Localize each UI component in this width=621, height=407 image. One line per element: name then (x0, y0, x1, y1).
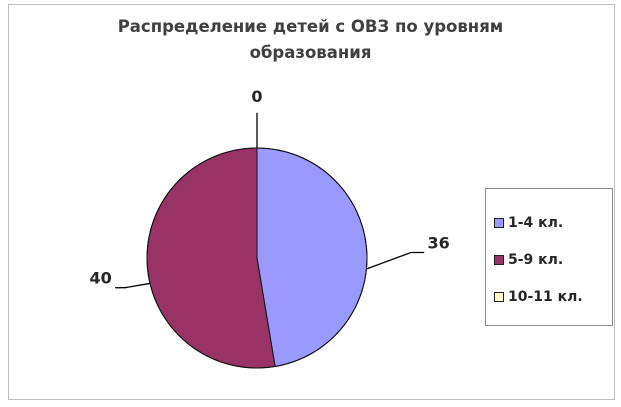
chart-legend: 1-4 кл. 5-9 кл. 10-11 кл. (485, 188, 613, 326)
leader-line-1-4 (366, 251, 425, 270)
slice-5-9 (146, 147, 276, 369)
legend-item-10-11: 10-11 кл. (494, 287, 583, 307)
legend-label-5-9: 5-9 кл. (508, 252, 564, 268)
chart-title-line-1: Распределение детей с ОВЗ по уровням (117, 17, 504, 36)
chart-title-line-2: образования (249, 43, 372, 62)
slice-1-4 (256, 147, 368, 368)
data-label-5-9: 40 (90, 269, 112, 288)
legend-label-1-4: 1-4 кл. (508, 215, 564, 231)
legend-item-1-4: 1-4 кл. (494, 213, 563, 233)
legend-item-5-9: 5-9 кл. (494, 250, 563, 270)
data-label-1-4: 36 (428, 234, 450, 253)
legend-swatch-1-4 (494, 218, 504, 228)
data-label-10-11: 0 (251, 87, 262, 106)
legend-swatch-5-9 (494, 255, 504, 265)
legend-swatch-10-11 (494, 292, 504, 302)
legend-label-10-11: 10-11 кл. (508, 289, 583, 305)
chart-title: Распределение детей с ОВЗ по уровням обр… (0, 14, 621, 66)
leader-line-5-9 (115, 282, 151, 289)
